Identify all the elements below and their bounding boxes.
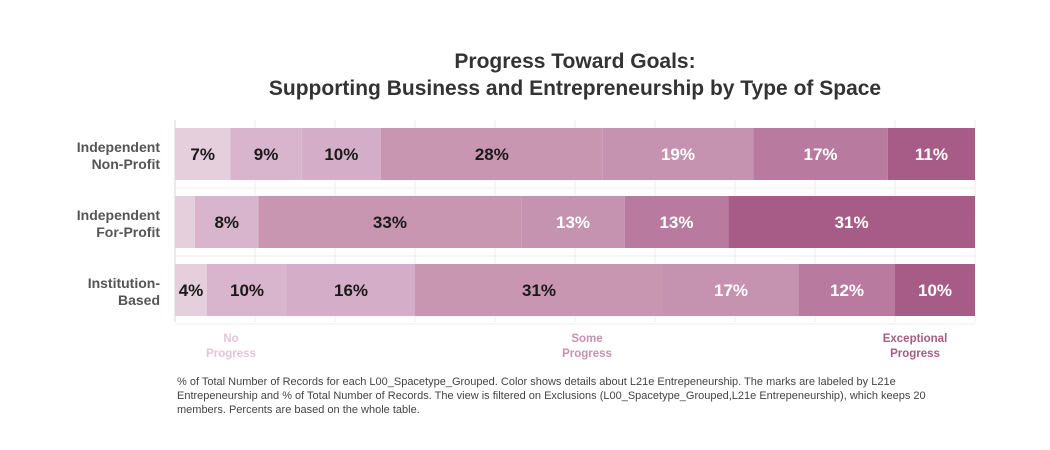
bar-segment (753, 128, 888, 180)
stacked-bar-chart: 7% 9% 10% 28% 19% 17% 11% 8% 33% 13% 13% 31% 4% 10% 16… (77, 120, 976, 360)
bar-label: 4% (179, 281, 204, 300)
bar-label: 10% (918, 281, 952, 300)
bar-label: 19% (661, 145, 695, 164)
bar-label: 13% (659, 213, 693, 232)
bar-segment (230, 128, 302, 180)
bar-label: 7% (190, 145, 215, 164)
bar-segment (175, 264, 207, 316)
bar-segment (175, 196, 195, 248)
chart-title: Progress Toward Goals: Supporting Busine… (175, 48, 975, 102)
bar-segment (624, 196, 729, 248)
legend-label: Progress (562, 348, 612, 360)
bar-segment (887, 128, 975, 180)
legend-label: Exceptional (883, 333, 948, 345)
category-label: Based (118, 292, 160, 308)
legend-label: Some (571, 333, 602, 345)
bar-segment (194, 196, 259, 248)
category-label: Independent (77, 207, 161, 223)
legend: No Progress Some Progress Exceptional Progres… (206, 333, 947, 360)
bar-label: 13% (556, 213, 590, 232)
bar-segment (895, 264, 975, 316)
bar-segment (728, 196, 975, 248)
bar-label: 9% (254, 145, 279, 164)
category-label: For-Profit (96, 224, 160, 240)
footnote: % of Total Number of Records for each L0… (177, 376, 926, 416)
bar-segment (175, 128, 231, 180)
category-labels: IndependentNon-ProfitIndependentFor-Prof… (77, 139, 161, 308)
bar-segment (799, 264, 895, 316)
bar-label: 31% (522, 281, 556, 300)
bar-label: 10% (324, 145, 358, 164)
bar-label: 10% (230, 281, 264, 300)
bar-segment (301, 128, 381, 180)
bar-segment (380, 128, 603, 180)
bar-segment (602, 128, 754, 180)
bar-label: 8% (214, 213, 239, 232)
chart-title-line-2: Supporting Business and Entrepreneurship… (268, 77, 882, 100)
bar-label: 17% (714, 281, 748, 300)
bar-label: 16% (334, 281, 368, 300)
legend-label: No (223, 333, 238, 345)
category-label: Institution- (88, 275, 161, 291)
bar-segment (521, 196, 625, 248)
bar-segment (287, 264, 415, 316)
bar-segment (207, 264, 287, 316)
legend-label: Progress (206, 348, 256, 360)
bar-label: 12% (830, 281, 864, 300)
category-label: Independent (77, 139, 161, 155)
bar-label: 33% (373, 213, 407, 232)
chart-title-line-1: Progress Toward Goals: (454, 50, 696, 73)
bar-label: 28% (475, 145, 509, 164)
category-label: Non-Profit (92, 156, 161, 172)
bar-label: 11% (915, 145, 948, 164)
bar-segment (258, 196, 522, 248)
bar-label: 17% (804, 145, 838, 164)
bar-label: 31% (835, 213, 869, 232)
bar-segment (415, 264, 663, 316)
bar-segment (663, 264, 799, 316)
bars: 7% 9% 10% 28% 19% 17% 11% 8% 33% 13% 13% 31% 4% 10% 16… (175, 128, 975, 325)
legend-label: Progress (890, 348, 940, 360)
